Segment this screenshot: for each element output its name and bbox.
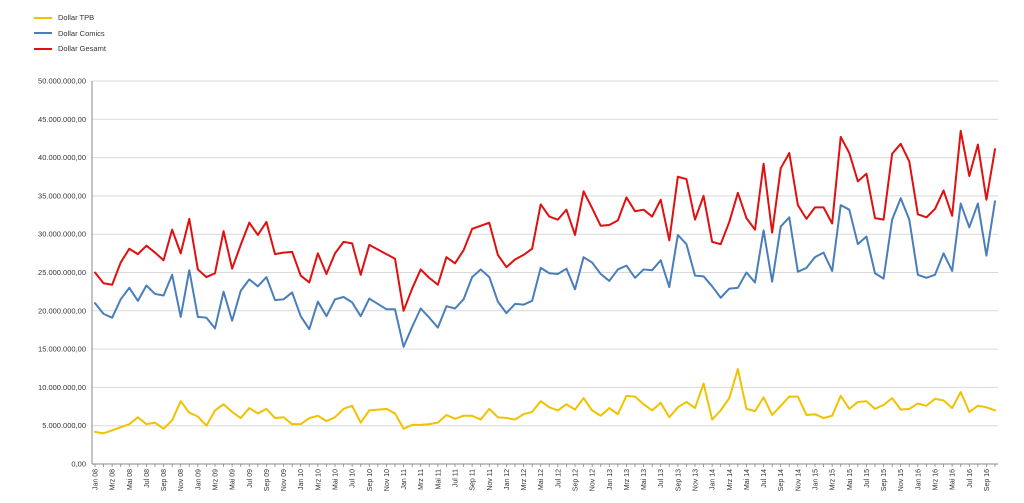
x-tick-label: Jan 13 <box>607 469 614 490</box>
legend-swatch-comics <box>34 32 52 35</box>
x-tick-label: Jul 16 <box>967 469 974 488</box>
x-tick-label: Mai 09 <box>230 469 237 490</box>
x-tick-label: Nov 09 <box>281 469 288 491</box>
x-tick-label: Sep 12 <box>573 469 580 491</box>
x-tick-label: Sep 10 <box>367 469 374 491</box>
x-tick-label: Jan 10 <box>298 469 305 490</box>
x-tick-label: Mrz 15 <box>830 469 837 491</box>
series-lines <box>94 129 996 435</box>
x-tick-label: Nov 10 <box>384 469 391 491</box>
y-tick-label: 25.000.000,00 <box>38 268 86 277</box>
x-tick-label: Mai 12 <box>538 469 545 490</box>
x-tick-label: Jan 12 <box>504 469 511 490</box>
legend-label-gesamt: Dollar Gesamt <box>58 44 106 54</box>
series-line-dollar-comics <box>94 197 996 348</box>
series-line-dollar-gesamt <box>94 129 996 312</box>
axes <box>91 81 998 467</box>
x-tick-label: Mrz 13 <box>624 469 631 491</box>
x-tick-label: Jul 14 <box>761 469 768 488</box>
legend-swatch-tpb <box>34 16 52 19</box>
x-tick-label: Mrz 12 <box>521 469 528 491</box>
y-tick-label: 40.000.000,00 <box>38 153 86 162</box>
y-tick-label: 5.000.000,00 <box>42 421 86 430</box>
x-tick-label: Nov 08 <box>178 469 185 491</box>
x-tick-label: Jul 09 <box>247 469 254 488</box>
x-tick-label: Jan 15 <box>813 469 820 490</box>
series-line-dollar-tpb <box>94 368 996 435</box>
x-tick-label: Nov 12 <box>590 469 597 491</box>
x-tick-label: Mrz 08 <box>110 469 117 491</box>
legend-swatch-gesamt <box>34 47 52 50</box>
x-tick-label: Mrz 09 <box>213 469 220 491</box>
x-tick-label: Sep 15 <box>881 469 888 491</box>
x-tick-label: Nov 11 <box>487 469 494 491</box>
x-tick-label: Sep 14 <box>778 469 785 491</box>
x-tick-label: Mrz 16 <box>933 469 940 491</box>
y-tick-label: 50.000.000,00 <box>38 77 86 86</box>
y-tick-label: 0,00 <box>71 460 86 469</box>
y-tick-label: 30.000.000,00 <box>38 230 86 239</box>
gridlines <box>92 80 998 427</box>
x-tick-label: Jul 12 <box>555 469 562 488</box>
x-tick-label: Sep 09 <box>264 469 271 491</box>
x-tick-label: Jul 08 <box>144 469 151 488</box>
y-tick-label: 20.000.000,00 <box>38 306 86 315</box>
x-tick-label: Jul 13 <box>658 469 665 488</box>
x-tick-label: Nov 14 <box>795 469 802 491</box>
x-tick-label: Jan 09 <box>195 469 202 490</box>
x-tick-label: Jan 08 <box>93 469 100 490</box>
x-tick-label: Mai 08 <box>127 469 134 490</box>
y-tick-label: 35.000.000,00 <box>38 191 86 200</box>
y-axis-tick-labels: 0,00 5.000.000,00 10.000.000,00 15.000.000,… <box>38 77 86 469</box>
legend-item-tpb: Dollar TPB <box>34 10 106 26</box>
y-tick-label: 15.000.000,00 <box>38 345 86 354</box>
x-tick-label: Mai 14 <box>744 469 751 490</box>
x-tick-label: Mai 16 <box>950 469 957 490</box>
x-tick-label: Mai 10 <box>333 469 340 490</box>
x-tick-label: Jan 11 <box>401 469 408 490</box>
x-axis-tick-labels: Jan 08 Mrz 08 Mai 08 Jul 08 Sep 08 Nov 08 Jan … <box>93 469 991 491</box>
x-tick-label: Mrz 14 <box>727 469 734 491</box>
x-tick-label: Nov 13 <box>693 469 700 491</box>
legend-label-tpb: Dollar TPB <box>58 13 95 23</box>
x-tick-label: Sep 11 <box>470 469 477 491</box>
x-tick-label: Nov 15 <box>898 469 905 491</box>
x-tick-label: Mai 11 <box>435 469 442 490</box>
y-tick-label: 45.000.000,00 <box>38 115 86 124</box>
x-tick-label: Sep 16 <box>984 469 991 491</box>
x-tick-label: Jul 15 <box>864 469 871 488</box>
x-tick-label: Jan 16 <box>915 469 922 490</box>
x-tick-label: Jul 10 <box>350 469 357 488</box>
x-tick-label: Mai 15 <box>847 469 854 490</box>
x-tick-label: Sep 08 <box>161 469 168 491</box>
legend: Dollar TPB Dollar Comics Dollar Gesamt <box>34 10 106 57</box>
x-tick-label: Sep 13 <box>675 469 682 491</box>
legend-item-comics: Dollar Comics <box>34 26 106 42</box>
legend-label-comics: Dollar Comics <box>58 28 105 38</box>
x-tick-label: Mai 13 <box>641 469 648 490</box>
x-tick-label: Jul 11 <box>453 469 460 487</box>
x-tick-label: Jan 14 <box>710 469 717 490</box>
x-tick-label: Mrz 10 <box>315 469 322 491</box>
legend-item-gesamt: Dollar Gesamt <box>34 41 106 57</box>
y-tick-label: 10.000.000,00 <box>38 383 86 392</box>
x-tick-label: Mrz 11 <box>418 469 425 490</box>
